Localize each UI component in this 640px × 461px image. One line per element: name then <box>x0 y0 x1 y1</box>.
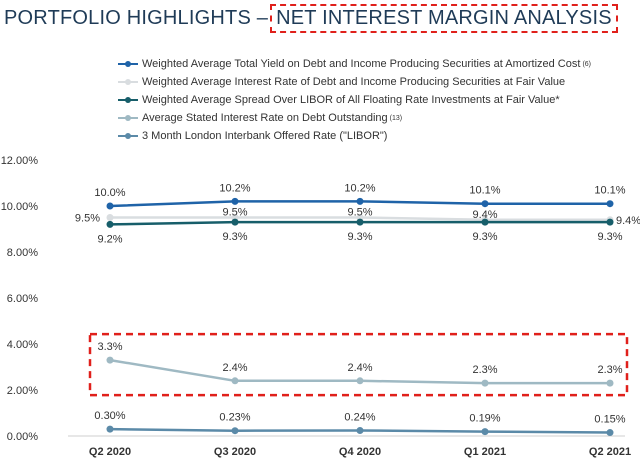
data-point <box>106 425 114 433</box>
legend-swatch <box>118 131 138 141</box>
data-point <box>481 200 489 208</box>
data-label: 9.4% <box>616 215 640 227</box>
data-point <box>481 218 489 226</box>
data-point <box>106 220 114 228</box>
page-title-part1: PORTFOLIO HIGHLIGHTS – <box>4 6 269 29</box>
legend-swatch <box>118 113 138 123</box>
legend-item: Weighted Average Total Yield on Debt and… <box>118 55 618 73</box>
data-label: 9.3% <box>472 231 497 243</box>
data-label: 10.0% <box>94 187 125 199</box>
data-point <box>356 377 364 385</box>
x-tick-label: Q3 2020 <box>214 446 256 458</box>
data-label: 0.15% <box>594 414 625 426</box>
data-label: 0.19% <box>469 413 500 425</box>
legend-swatch <box>118 59 138 69</box>
y-tick-label: 10.00% <box>1 201 39 213</box>
data-label: 9.5% <box>75 213 100 225</box>
legend-footnote-ref: (6) <box>582 60 591 68</box>
data-label: 9.3% <box>597 231 622 243</box>
data-label: 3.3% <box>97 341 122 353</box>
data-point <box>231 218 239 226</box>
y-tick-label: 12.00% <box>1 155 39 167</box>
legend-label: Weighted Average Interest Rate of Debt a… <box>142 76 566 88</box>
page-header: PORTFOLIO HIGHLIGHTS – NET INTEREST MARG… <box>4 3 618 33</box>
x-tick-label: Q2 2021 <box>589 446 631 458</box>
y-tick-label: 2.00% <box>7 385 38 397</box>
legend-label: Average Stated Interest Rate on Debt Out… <box>142 112 388 124</box>
data-point <box>106 356 114 364</box>
data-label: 9.4% <box>472 209 497 221</box>
x-tick-label: Q1 2021 <box>464 446 506 458</box>
legend-item: Weighted Average Interest Rate of Debt a… <box>118 73 618 91</box>
x-tick-label: Q4 2020 <box>339 446 381 458</box>
data-point <box>606 379 614 387</box>
data-label: 9.3% <box>347 231 372 243</box>
data-label: 0.30% <box>94 410 125 422</box>
page-title-highlighted: NET INTEREST MARGIN ANALYSIS <box>270 3 618 33</box>
y-tick-label: 0.00% <box>7 431 38 443</box>
y-tick-label: 4.00% <box>7 339 38 351</box>
legend-item: Average Stated Interest Rate on Debt Out… <box>118 109 618 127</box>
data-point <box>356 426 364 434</box>
data-point <box>481 379 489 387</box>
legend-label: Weighted Average Total Yield on Debt and… <box>142 58 581 70</box>
data-label: 0.24% <box>344 411 375 423</box>
data-point <box>231 197 239 205</box>
data-label: 2.4% <box>222 362 247 374</box>
legend-item: Weighted Average Spread Over LIBOR of Al… <box>118 91 618 109</box>
legend-label: Weighted Average Spread Over LIBOR of Al… <box>142 94 560 106</box>
y-tick-label: 8.00% <box>7 247 38 259</box>
legend-swatch <box>118 95 138 105</box>
data-label: 2.4% <box>347 362 372 374</box>
legend-swatch <box>118 77 138 87</box>
data-label: 9.5% <box>222 207 247 219</box>
data-point <box>356 197 364 205</box>
data-label: 0.23% <box>219 412 250 424</box>
data-point <box>356 218 364 226</box>
data-label: 10.1% <box>469 185 500 197</box>
data-point <box>231 427 239 435</box>
data-point <box>606 218 614 226</box>
y-tick-label: 6.00% <box>7 293 38 305</box>
data-point <box>481 428 489 436</box>
data-label: 10.1% <box>594 185 625 197</box>
data-label: 2.3% <box>597 364 622 376</box>
data-point <box>106 202 114 210</box>
data-point <box>106 214 114 221</box>
data-label: 10.2% <box>219 182 250 194</box>
data-point <box>231 377 239 385</box>
legend-footnote-ref: (13) <box>389 114 403 122</box>
highlight-box <box>88 332 629 397</box>
x-tick-label: Q2 2020 <box>89 446 131 458</box>
legend-item: 3 Month London Interbank Offered Rate ("… <box>118 127 618 145</box>
data-point <box>606 429 614 437</box>
data-label: 9.5% <box>347 207 372 219</box>
chart-legend: Weighted Average Total Yield on Debt and… <box>118 55 618 145</box>
legend-label: 3 Month London Interbank Offered Rate ("… <box>142 130 388 142</box>
data-label: 9.3% <box>222 231 247 243</box>
data-label: 2.3% <box>472 364 497 376</box>
data-point <box>606 200 614 208</box>
data-label: 9.2% <box>97 233 122 245</box>
data-label: 10.2% <box>344 182 375 194</box>
